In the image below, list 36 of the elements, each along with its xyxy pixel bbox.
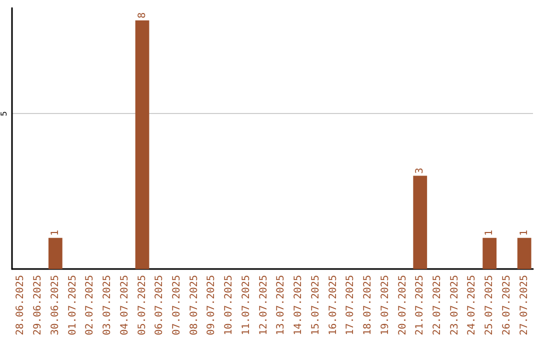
x-tick-label: 21.07.2025	[414, 275, 426, 336]
x-tick-label: 18.07.2025	[362, 275, 374, 336]
x-tick-label: 22.07.2025	[432, 275, 443, 336]
x-tick-label: 16.07.2025	[328, 275, 339, 336]
x-tick-label: 28.06.2025	[15, 275, 26, 336]
x-tick-label: 23.07.2025	[449, 275, 460, 336]
x-tick-label: 25.07.2025	[484, 275, 496, 336]
x-tick-label: 10.07.2025	[224, 275, 235, 336]
data-label: 1	[484, 230, 496, 236]
x-tick-label: 02.07.2025	[84, 275, 96, 336]
x-tick-label: 01.07.2025	[67, 275, 78, 336]
x-tick-label: 03.07.2025	[102, 275, 114, 336]
y-tick-label: 5	[0, 111, 8, 116]
x-tick-label: 19.07.2025	[380, 275, 391, 336]
data-label: 8	[136, 12, 148, 18]
x-tick-label: 06.07.2025	[154, 275, 166, 336]
x-tick-label: 17.07.2025	[345, 275, 356, 336]
x-tick-label: 20.07.2025	[397, 275, 408, 336]
x-tick-label: 14.07.2025	[293, 275, 304, 336]
x-tick-label: 12.07.2025	[258, 275, 270, 336]
x-tick-label: 09.07.2025	[206, 275, 218, 336]
data-label: 3	[414, 168, 426, 174]
x-tick-label: 13.07.2025	[276, 275, 287, 336]
x-tick-label: 07.07.2025	[171, 275, 182, 336]
x-tick-label: 26.07.2025	[501, 275, 512, 336]
x-tick-label: 05.07.2025	[136, 275, 148, 336]
data-label: 1	[50, 230, 61, 236]
x-tick-label: 08.07.2025	[188, 275, 200, 336]
x-tick-label: 30.06.2025	[50, 275, 61, 336]
x-tick-label: 11.07.2025	[240, 275, 252, 336]
x-tick-label: 15.07.2025	[310, 275, 322, 336]
x-tick-label: 24.07.2025	[466, 275, 478, 336]
x-tick-label: 27.07.2025	[518, 275, 530, 336]
x-tick-label: 04.07.2025	[119, 275, 130, 336]
x-tick-label: 29.06.2025	[32, 275, 44, 336]
data-label: 1	[518, 230, 530, 236]
